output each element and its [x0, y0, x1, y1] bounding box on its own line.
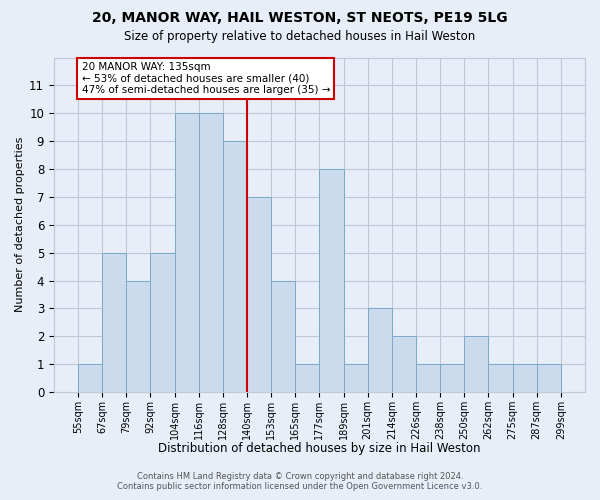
Bar [368, 308, 392, 392]
Bar [392, 336, 416, 392]
Bar [440, 364, 464, 392]
Bar [127, 280, 151, 392]
Text: 20 MANOR WAY: 135sqm
← 53% of detached houses are smaller (40)
47% of semi-detac: 20 MANOR WAY: 135sqm ← 53% of detached h… [82, 62, 330, 95]
Text: Contains HM Land Registry data © Crown copyright and database right 2024.
Contai: Contains HM Land Registry data © Crown c… [118, 472, 482, 491]
Y-axis label: Number of detached properties: Number of detached properties [15, 137, 25, 312]
Bar [78, 364, 102, 392]
Bar [344, 364, 368, 392]
Bar [102, 252, 127, 392]
X-axis label: Distribution of detached houses by size in Hail Weston: Distribution of detached houses by size … [158, 442, 481, 455]
Bar [175, 114, 199, 392]
Bar [537, 364, 561, 392]
Bar [488, 364, 512, 392]
Bar [199, 114, 223, 392]
Bar [512, 364, 537, 392]
Text: Size of property relative to detached houses in Hail Weston: Size of property relative to detached ho… [124, 30, 476, 43]
Bar [271, 280, 295, 392]
Bar [416, 364, 440, 392]
Bar [319, 169, 344, 392]
Bar [295, 364, 319, 392]
Text: 20, MANOR WAY, HAIL WESTON, ST NEOTS, PE19 5LG: 20, MANOR WAY, HAIL WESTON, ST NEOTS, PE… [92, 12, 508, 26]
Bar [151, 252, 175, 392]
Bar [464, 336, 488, 392]
Bar [223, 141, 247, 392]
Bar [247, 197, 271, 392]
